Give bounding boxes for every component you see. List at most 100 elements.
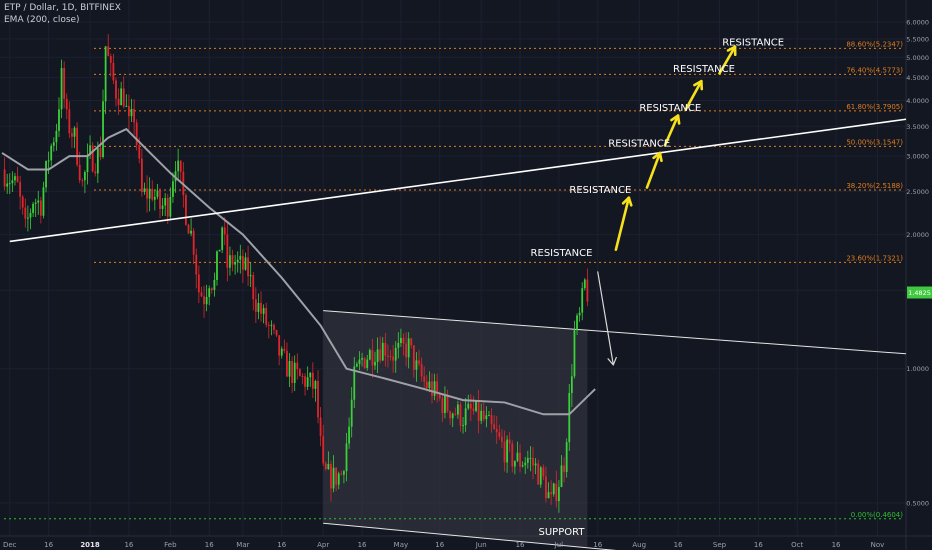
time-tick-label: 16 — [435, 541, 444, 549]
candle-body — [133, 108, 136, 123]
candle-body — [27, 217, 29, 219]
candle-body — [159, 190, 161, 209]
candle-body — [262, 308, 265, 314]
time-tick-label: 16 — [205, 541, 214, 549]
candle-body — [555, 483, 558, 502]
time-tick-label: 16 — [277, 541, 286, 549]
candle-body — [195, 254, 198, 275]
candle-body — [71, 133, 73, 137]
candle-body — [39, 200, 42, 216]
candle-body — [249, 275, 252, 277]
ema-line — [1, 127, 596, 416]
candle-body — [304, 376, 306, 387]
candle-body — [8, 183, 11, 185]
time-tick-label: 16 — [832, 541, 841, 549]
time-tick-label: Mar — [236, 541, 249, 549]
candle-body — [317, 380, 319, 418]
indicator-legend[interactable]: EMA (200, close) — [4, 15, 80, 25]
candle-body — [467, 403, 470, 409]
candle-body — [454, 413, 457, 415]
candle-body — [16, 176, 19, 183]
candle-body — [480, 410, 483, 421]
candle-body — [293, 362, 296, 383]
candle-body — [511, 443, 514, 467]
candle-body — [498, 432, 501, 437]
candle-body — [420, 363, 423, 377]
down-arrow-head — [607, 356, 617, 366]
candle-body — [438, 393, 441, 399]
last-price-badge-bg — [907, 286, 932, 299]
candle-body — [223, 227, 226, 235]
candle-body — [197, 274, 200, 293]
up-arrow-head — [693, 79, 704, 91]
price-tick-label: 5.5000 — [906, 35, 929, 43]
candle-body — [6, 183, 9, 187]
candle-body — [306, 377, 309, 387]
candle-body — [239, 255, 242, 260]
candle-body — [273, 324, 275, 330]
candle-body — [348, 426, 350, 444]
candle-body — [366, 359, 369, 368]
candle-body — [166, 197, 169, 217]
candle-body — [130, 108, 133, 117]
candle-body — [234, 262, 237, 265]
candle-body — [24, 207, 27, 219]
candle-body — [529, 457, 532, 459]
candle-body — [236, 259, 239, 263]
candle-body — [477, 401, 480, 421]
candle-body — [586, 279, 589, 302]
candle-body — [539, 467, 542, 485]
candle-body — [384, 342, 387, 356]
candle-body — [537, 463, 540, 485]
candle-body — [216, 251, 218, 280]
candle-body — [148, 188, 151, 199]
fib-level-label: 61.80%(3.7905) — [846, 103, 903, 111]
candle-body — [490, 415, 493, 425]
candle-body — [60, 68, 63, 110]
candle-body — [397, 342, 400, 348]
candle-body — [140, 158, 143, 193]
candle-body — [47, 160, 50, 162]
candle-body — [78, 164, 81, 181]
candle-body — [76, 127, 79, 165]
candle-body — [309, 372, 312, 378]
resistance-label: RESISTANCE — [569, 185, 631, 196]
candle-body — [482, 410, 485, 420]
candle-body — [446, 394, 449, 412]
candle-body — [358, 359, 361, 365]
candle-body — [208, 288, 211, 297]
candle-body — [172, 181, 174, 197]
candle-body — [350, 399, 353, 427]
candle-body — [138, 144, 141, 159]
up-arrow — [645, 151, 663, 189]
candle-body — [109, 56, 112, 63]
candle-body — [343, 471, 345, 475]
time-tick-label: 2018 — [80, 541, 100, 549]
annotations: RESISTANCE RESISTANCE RESISTANCE RESISTANCE… — [531, 37, 785, 538]
candle-body — [472, 408, 475, 411]
candle-body — [275, 329, 278, 336]
candle-body — [412, 345, 415, 370]
candle-body — [462, 425, 464, 427]
ema-200-series — [1, 127, 596, 416]
candle-body — [545, 476, 547, 499]
up-arrow-head — [726, 45, 737, 57]
support-label: SUPPORT — [539, 527, 586, 538]
resistance-label: RESISTANCE — [722, 37, 784, 48]
down-arrow-shaft — [597, 271, 614, 366]
candle-body — [311, 372, 314, 389]
price-tick-label: 4.5000 — [906, 74, 929, 82]
up-arrow-shaft — [718, 45, 737, 75]
candle-body — [301, 375, 304, 377]
candle-body — [161, 205, 164, 209]
candle-body — [428, 381, 431, 389]
candle-body — [81, 180, 84, 182]
candle-body — [495, 428, 498, 433]
candle-body — [332, 467, 335, 489]
candle-body — [374, 361, 376, 366]
candle-body — [29, 212, 32, 218]
candle-body — [431, 381, 433, 396]
symbol-title[interactable]: ETP / Dollar, 1D, BITFINEX — [4, 3, 121, 13]
candle-body — [402, 337, 405, 344]
